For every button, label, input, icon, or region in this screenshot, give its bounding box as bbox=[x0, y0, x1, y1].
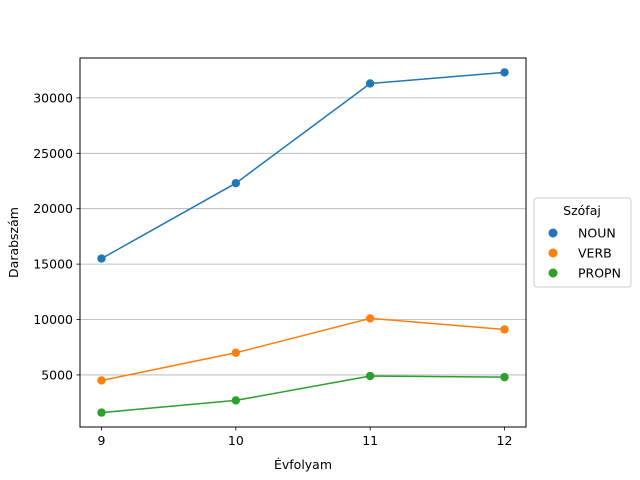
legend-label: PROPN bbox=[578, 266, 621, 281]
legend: Szófaj NOUN VERB PROPN bbox=[533, 197, 632, 288]
plot-frame bbox=[79, 57, 527, 428]
x-axis: 9 10 11 12 bbox=[98, 427, 513, 448]
series-verb bbox=[97, 314, 509, 385]
data-point bbox=[97, 254, 106, 263]
y-tick-label: 5000 bbox=[41, 367, 73, 382]
y-tick-label: 30000 bbox=[33, 90, 73, 105]
y-tick-label: 15000 bbox=[33, 257, 73, 272]
y-tick-label: 10000 bbox=[33, 312, 73, 327]
legend-marker bbox=[548, 228, 558, 238]
legend-marker bbox=[548, 248, 558, 258]
x-tick-label: 11 bbox=[362, 433, 378, 448]
legend-label: VERB bbox=[578, 246, 612, 261]
series-layer bbox=[97, 68, 509, 417]
legend-label: NOUN bbox=[578, 226, 616, 241]
data-point bbox=[231, 396, 241, 405]
x-tick-label: 10 bbox=[228, 433, 244, 448]
y-tick-label: 20000 bbox=[33, 201, 73, 216]
y-tick-label: 25000 bbox=[33, 146, 73, 161]
grid-lines bbox=[80, 97, 526, 376]
series-noun bbox=[97, 68, 509, 263]
legend-items: NOUN VERB PROPN bbox=[548, 226, 621, 281]
x-tick-label: 12 bbox=[497, 433, 513, 448]
data-point bbox=[365, 371, 375, 381]
series-propn bbox=[97, 371, 509, 417]
data-point bbox=[365, 314, 375, 323]
data-point bbox=[97, 408, 106, 417]
data-point bbox=[231, 348, 241, 357]
y-axis-label: Darabszám bbox=[6, 207, 21, 278]
data-point bbox=[365, 79, 375, 88]
data-point bbox=[500, 372, 509, 382]
data-point bbox=[97, 376, 106, 385]
legend-box bbox=[533, 197, 632, 288]
series-line bbox=[101, 317, 505, 382]
x-axis-label: Évfolyam bbox=[274, 457, 332, 472]
series-line bbox=[101, 71, 505, 260]
data-point bbox=[500, 325, 509, 334]
data-point bbox=[231, 179, 241, 188]
legend-marker bbox=[548, 268, 558, 278]
y-axis: 5000 10000 15000 20000 25000 30000 bbox=[33, 90, 80, 382]
data-point bbox=[500, 68, 509, 77]
legend-item-verb: VERB bbox=[548, 246, 612, 261]
x-tick-label: 9 bbox=[98, 433, 106, 448]
legend-title: Szófaj bbox=[563, 203, 601, 218]
legend-item-noun: NOUN bbox=[548, 226, 616, 241]
series-line bbox=[101, 375, 505, 414]
legend-item-propn: PROPN bbox=[548, 266, 621, 281]
